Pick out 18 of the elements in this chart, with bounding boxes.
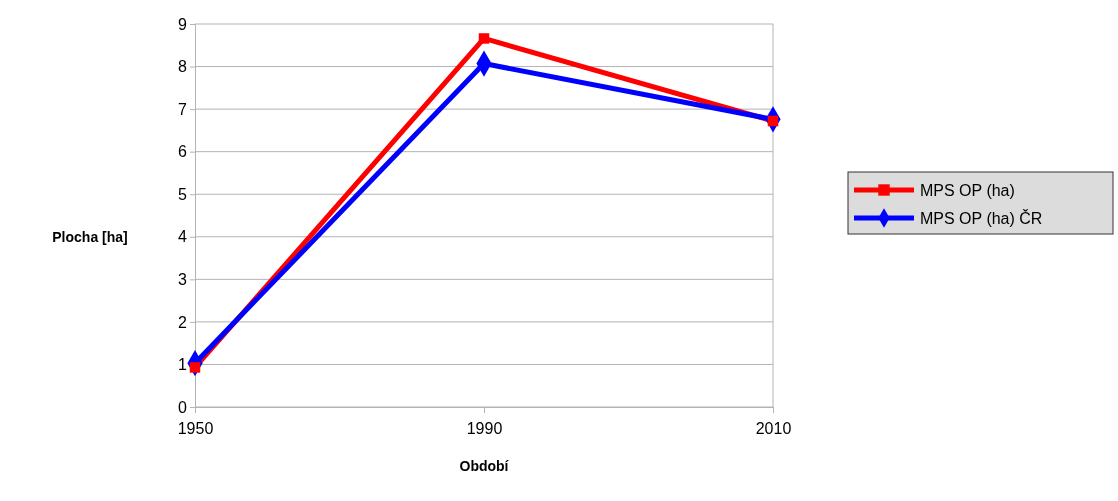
y-tick-label: 2 <box>178 313 188 331</box>
y-axis-title: Plocha [ha] <box>52 229 128 245</box>
x-tick-label: 2010 <box>755 419 792 437</box>
y-tick-label: 7 <box>178 100 188 118</box>
y-tick-label: 1 <box>178 356 188 374</box>
y-tick-label: 6 <box>178 143 188 161</box>
legend-label: MPS OP (ha) ČR <box>920 209 1043 227</box>
x-tick-label: 1950 <box>177 419 214 437</box>
x-axis-title: Období <box>459 458 510 474</box>
y-tick-label: 8 <box>178 58 188 76</box>
legend-label: MPS OP (ha) <box>920 182 1015 199</box>
y-tick-label: 9 <box>178 15 188 33</box>
y-tick-label: 5 <box>178 185 188 203</box>
y-tick-label: 3 <box>178 270 188 288</box>
y-tick-label: 4 <box>178 228 188 246</box>
x-tick-label: 1990 <box>466 419 503 437</box>
point <box>478 33 490 44</box>
y-tick-label: 0 <box>178 398 188 416</box>
